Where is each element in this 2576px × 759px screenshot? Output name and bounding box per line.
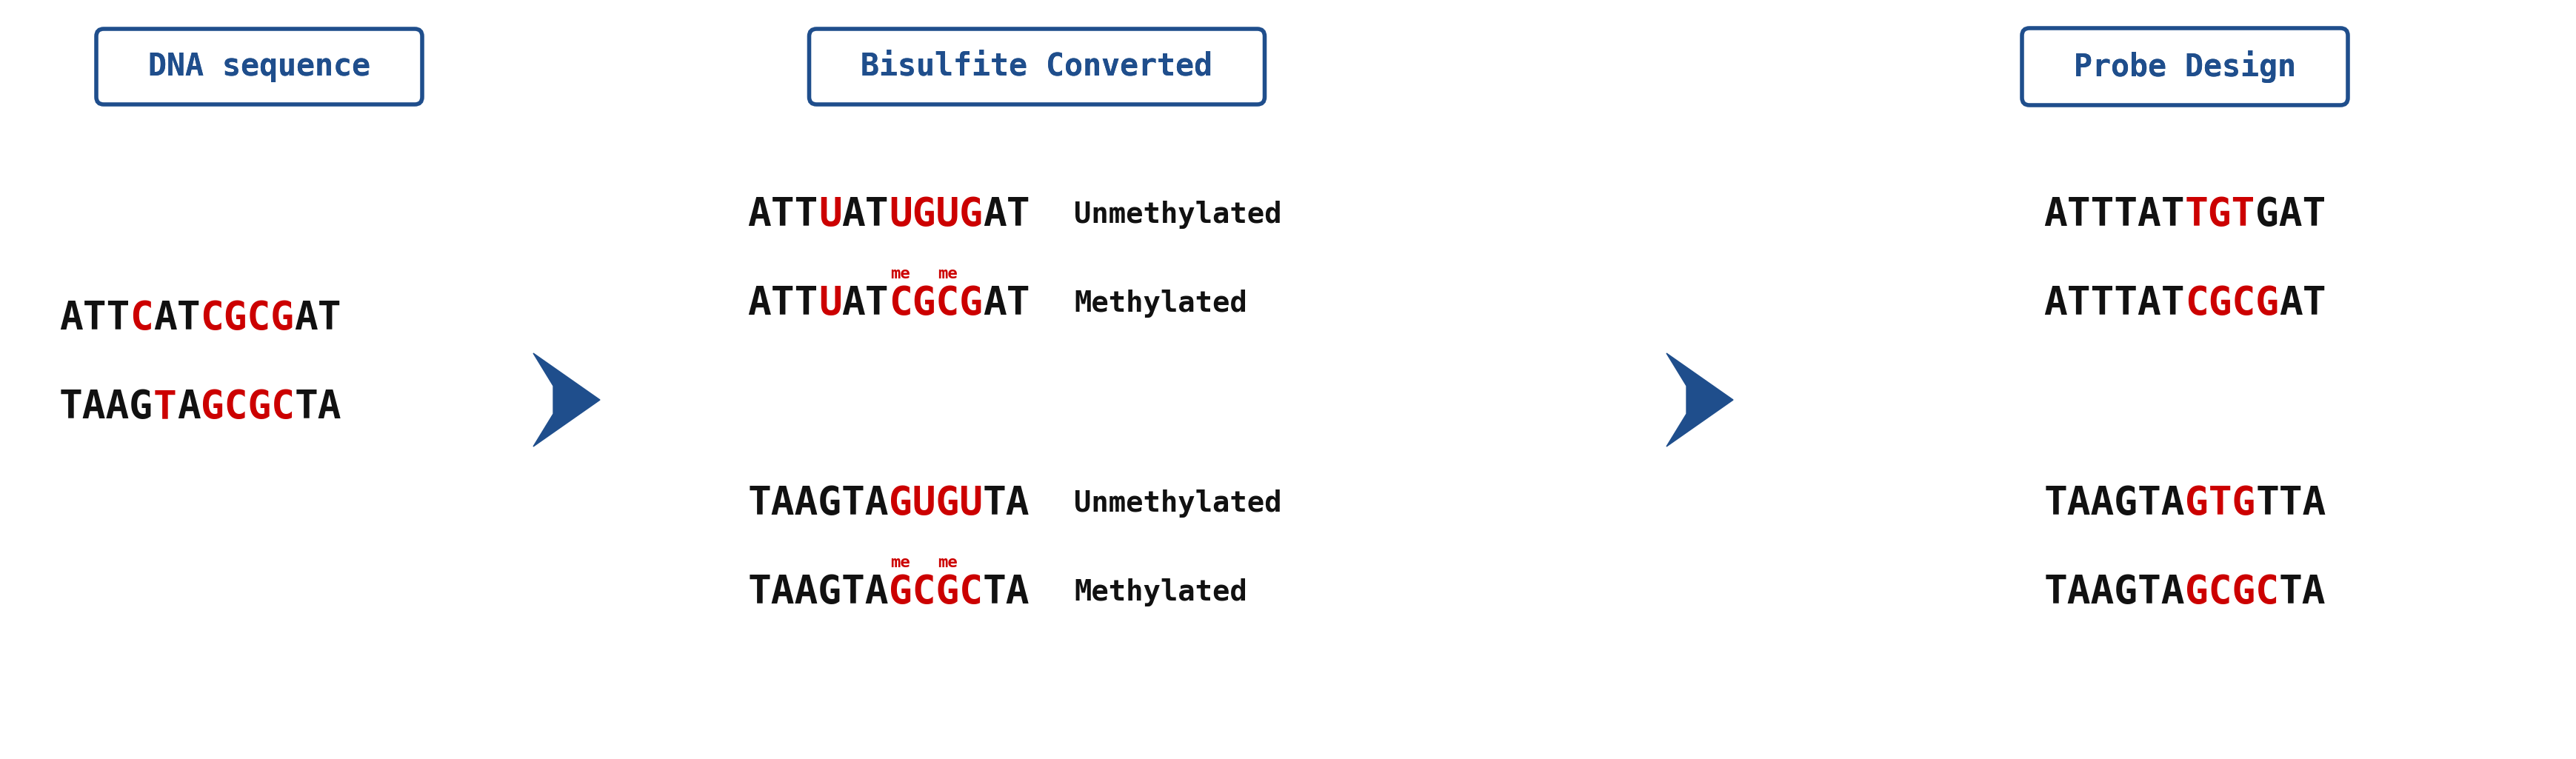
Text: ATTTAT: ATTTAT [2043, 196, 2184, 234]
Text: CGCG: CGCG [201, 299, 294, 338]
Text: AT: AT [984, 196, 1030, 234]
Text: TA: TA [984, 484, 1030, 523]
Text: CGCG: CGCG [889, 285, 984, 323]
FancyBboxPatch shape [2022, 28, 2347, 106]
Text: GUGU: GUGU [889, 484, 984, 523]
Text: TAAG: TAAG [59, 388, 155, 427]
Text: U: U [819, 196, 842, 234]
Text: TAAGTA: TAAGTA [747, 484, 889, 523]
Text: U: U [819, 285, 842, 323]
Text: AT: AT [984, 285, 1030, 323]
Text: GCGC: GCGC [889, 573, 984, 612]
Text: ATT: ATT [747, 196, 819, 234]
Text: Probe Design: Probe Design [2074, 50, 2295, 83]
Text: ATT: ATT [59, 299, 129, 338]
Text: Bisulfite Converted: Bisulfite Converted [860, 51, 1213, 82]
Text: TAAGTA: TAAGTA [2043, 484, 2184, 523]
Text: Unmethylated: Unmethylated [1074, 200, 1283, 228]
Text: TTA: TTA [2257, 484, 2326, 523]
FancyBboxPatch shape [95, 29, 422, 105]
Text: AT: AT [842, 196, 889, 234]
Text: TAAGTA: TAAGTA [747, 573, 889, 612]
Text: ATT: ATT [747, 285, 819, 323]
Polygon shape [1667, 353, 1734, 446]
Text: TA: TA [294, 388, 343, 427]
Text: Unmethylated: Unmethylated [1074, 490, 1283, 518]
Text: Methylated: Methylated [1074, 578, 1247, 606]
Text: Probe Design: Probe Design [2074, 50, 2295, 83]
Text: me: me [891, 556, 909, 570]
Text: DNA sequence: DNA sequence [149, 51, 371, 82]
Text: TA: TA [984, 573, 1030, 612]
Text: TA: TA [2280, 573, 2326, 612]
Text: me: me [891, 266, 909, 282]
Text: T: T [155, 388, 178, 427]
Text: GCGC: GCGC [201, 388, 294, 427]
Text: TAAGTA: TAAGTA [2043, 573, 2184, 612]
Text: UGUG: UGUG [889, 196, 984, 234]
Text: TGT: TGT [2184, 196, 2257, 234]
Text: AT: AT [294, 299, 343, 338]
Text: Methylated: Methylated [1074, 289, 1247, 318]
Text: GAT: GAT [2257, 196, 2326, 234]
Text: AT: AT [2280, 285, 2326, 323]
Text: AT: AT [155, 299, 201, 338]
Text: Bisulfite Converted: Bisulfite Converted [860, 51, 1213, 82]
Text: me: me [938, 556, 958, 570]
FancyBboxPatch shape [809, 29, 1265, 105]
Polygon shape [533, 353, 600, 446]
Text: me: me [938, 266, 958, 282]
Text: CGCG: CGCG [2184, 285, 2280, 323]
Text: GTG: GTG [2184, 484, 2257, 523]
Text: C: C [129, 299, 155, 338]
Text: GCGC: GCGC [2184, 573, 2280, 612]
Text: A: A [178, 388, 201, 427]
Text: AT: AT [842, 285, 889, 323]
Text: ATTTAT: ATTTAT [2043, 285, 2184, 323]
Text: DNA sequence: DNA sequence [149, 51, 371, 82]
